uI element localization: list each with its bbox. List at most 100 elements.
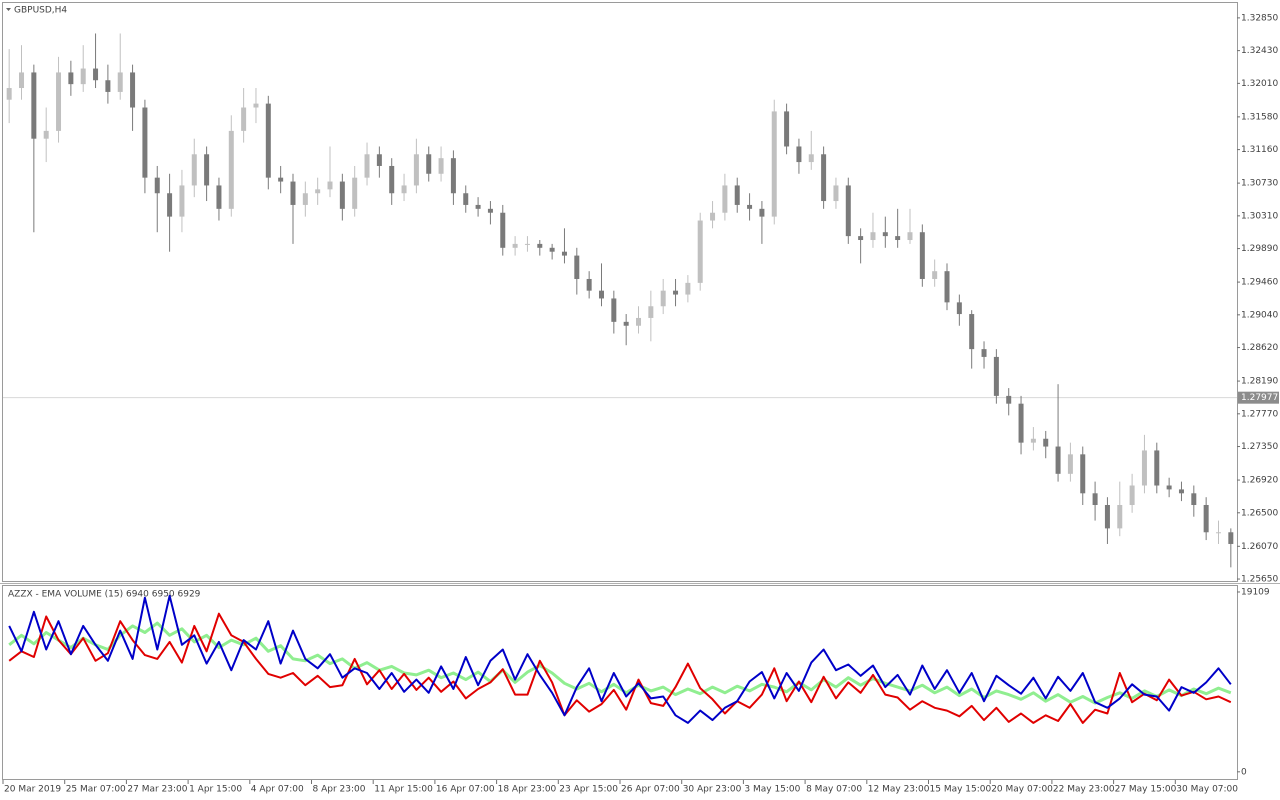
candle-body	[93, 68, 99, 81]
candle-body	[784, 111, 790, 147]
candle-body	[1018, 403, 1024, 443]
candle-body	[870, 232, 876, 241]
candle-body	[710, 212, 716, 221]
candle-body	[623, 321, 629, 326]
candle-body	[697, 220, 703, 283]
candle-body	[500, 212, 506, 248]
candle-body	[475, 204, 481, 209]
y-tick-label: 1.32430	[1241, 46, 1278, 56]
candle-body	[241, 107, 247, 131]
candle-body	[315, 189, 321, 194]
candle-body	[327, 181, 333, 190]
y-tick-label: 1.28620	[1241, 343, 1278, 353]
candle-body	[932, 271, 938, 279]
candle-body	[574, 255, 580, 279]
y-tick-label: 1.26920	[1241, 476, 1278, 486]
candle-body	[1154, 450, 1160, 486]
candle-body	[253, 103, 259, 108]
candle-body	[673, 290, 679, 295]
candle-body	[944, 271, 950, 303]
candle-body	[907, 232, 913, 241]
candle-body	[1055, 446, 1061, 474]
candle-body	[611, 298, 617, 322]
candle-body	[1030, 438, 1036, 443]
x-tick-label: 20 Mar 2019	[4, 785, 61, 795]
x-tick-label: 8 Apr 23:00	[313, 785, 366, 795]
x-tick-label: 30 Apr 23:00	[683, 785, 742, 795]
candle-body	[981, 349, 987, 357]
menu-triangle[interactable]	[6, 8, 11, 11]
candle-body	[1092, 493, 1098, 505]
x-tick-label: 11 Apr 15:00	[374, 785, 433, 795]
candle-body	[586, 278, 592, 291]
candle-body	[142, 107, 148, 178]
y-tick-label: 1.29040	[1241, 310, 1278, 320]
candle-body	[549, 247, 555, 252]
candle-body	[352, 177, 358, 209]
candle-body	[68, 72, 74, 85]
candle-body	[722, 185, 728, 213]
candle-body	[796, 146, 802, 163]
chart-title: GBPUSD,H4	[14, 6, 67, 16]
candle-body	[919, 232, 925, 279]
candle-body	[80, 68, 86, 85]
candle-body	[747, 204, 753, 209]
y-tick-label: 1.30730	[1241, 179, 1278, 189]
y-tick-label: 1.29890	[1241, 244, 1278, 254]
x-tick-label: 23 Apr 15:00	[559, 785, 618, 795]
indicator-line	[8, 612, 1232, 724]
candle-body	[734, 185, 740, 205]
x-tick-label: 8 May 07:00	[806, 785, 862, 795]
candle-body	[1178, 489, 1184, 494]
candle-body	[1006, 395, 1012, 404]
y-tick-label: 1.32010	[1241, 79, 1278, 89]
candle-body	[821, 154, 827, 202]
y-tick-label: 19109	[1241, 587, 1270, 597]
y-tick-label: 1.31580	[1241, 112, 1278, 122]
candle-body	[1166, 485, 1172, 490]
candle-body	[19, 72, 25, 89]
candle-body	[636, 317, 642, 326]
candle-body	[524, 243, 530, 245]
candle-body	[154, 177, 160, 194]
candle-body	[1141, 450, 1147, 486]
candle-body	[1117, 504, 1123, 529]
candle-body	[771, 111, 777, 217]
candle-body	[1129, 485, 1135, 505]
candle-body	[598, 290, 604, 299]
candle-body	[1215, 532, 1221, 534]
x-tick-label: 12 May 23:00	[868, 785, 930, 795]
candle-body	[389, 165, 395, 194]
candle-body	[1104, 504, 1110, 529]
x-tick-label: 20 May 07:00	[991, 785, 1053, 795]
current-price-label: 1.27977	[1241, 393, 1278, 403]
candle-body	[1043, 438, 1049, 447]
x-tick-label: 27 May 15:00	[1115, 785, 1177, 795]
candle-body	[56, 72, 62, 131]
y-tick-label: 1.25650	[1241, 575, 1278, 585]
candle-body	[6, 88, 12, 100]
candle-body	[339, 181, 345, 209]
candle-body	[512, 243, 518, 248]
y-tick-label: 1.28190	[1241, 377, 1278, 387]
candle-body	[1067, 454, 1073, 474]
candle-body	[969, 314, 975, 350]
indicator-title: AZZX - EMA VOLUME (15) 6940 6950 6929	[8, 590, 201, 600]
y-tick-label: 1.30310	[1241, 211, 1278, 221]
x-tick-label: 30 May 07:00	[1176, 785, 1238, 795]
candle-body	[450, 158, 456, 194]
candle-body	[302, 193, 308, 205]
candle-body	[117, 72, 123, 92]
candle-body	[43, 130, 49, 139]
y-tick-label: 1.26070	[1241, 542, 1278, 552]
candle-body	[660, 290, 666, 307]
candle-body	[1203, 504, 1209, 533]
candle-body	[993, 356, 999, 396]
candle-body	[956, 302, 962, 315]
x-tick-label: 25 Mar 07:00	[66, 785, 126, 795]
x-tick-label: 27 Mar 23:00	[127, 785, 187, 795]
candle-body	[265, 103, 271, 178]
candle-body	[1191, 493, 1197, 505]
